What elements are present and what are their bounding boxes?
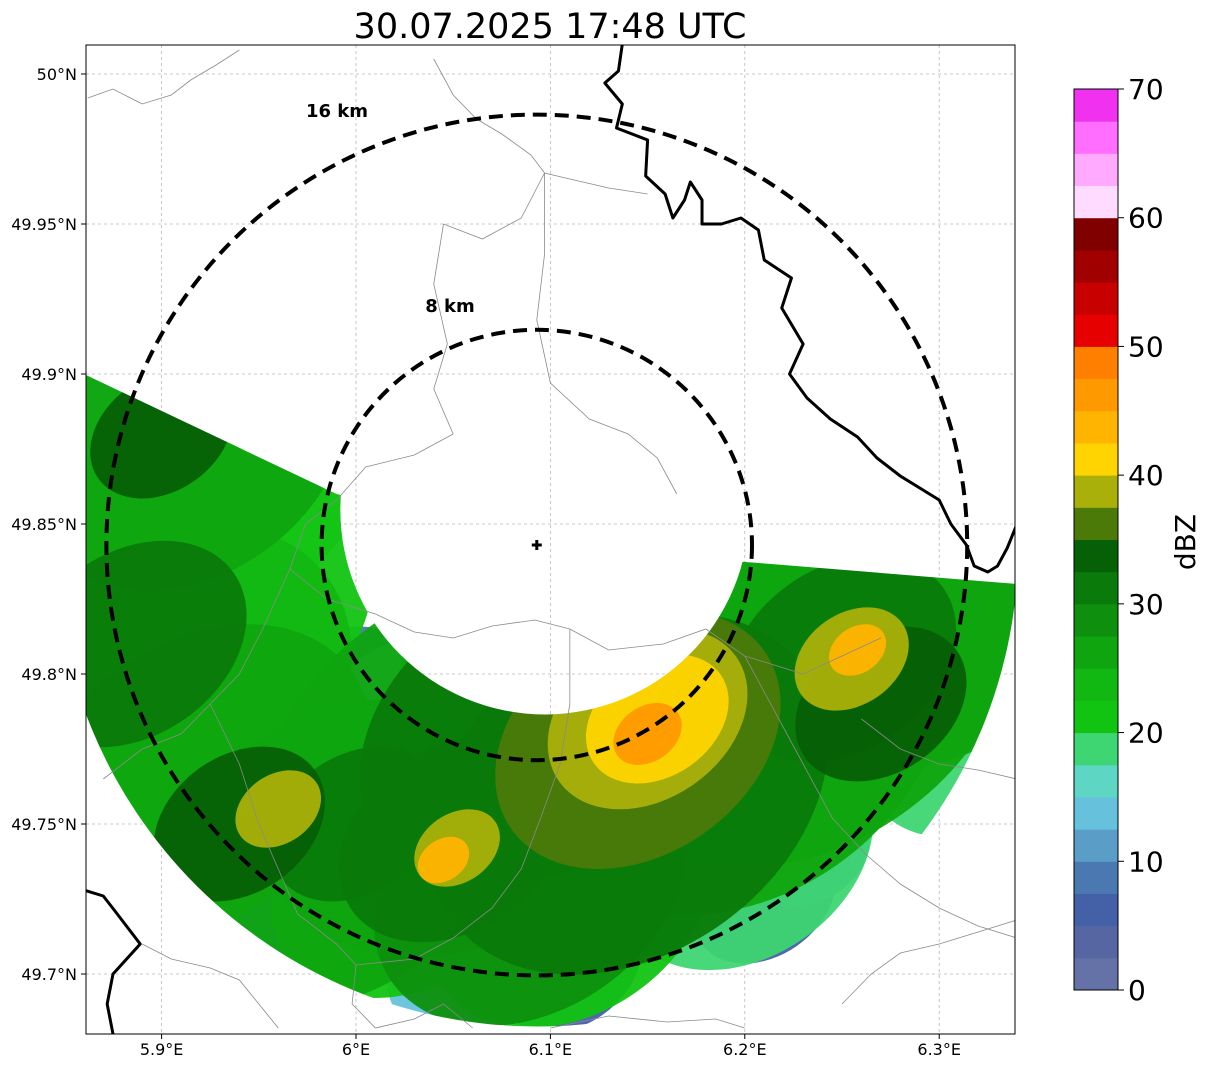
range-rings [104, 112, 970, 978]
x-tick-label: 6.2°E [723, 1040, 767, 1059]
colorbar-tick-label: 20 [1128, 717, 1164, 750]
colorbar-swatch [1074, 442, 1118, 476]
colorbar-tick-label: 30 [1128, 588, 1164, 621]
colorbar-swatch [1074, 700, 1118, 734]
colorbar-swatch [1074, 571, 1118, 605]
colorbar-swatch [1074, 507, 1118, 540]
colorbar-tick-label: 50 [1128, 330, 1164, 363]
colorbar-label: dBZ [1169, 514, 1202, 570]
radar-site-marker [531, 540, 542, 550]
x-axis-ticks: 5.9°E 6°E 6.1°E 6.2°E 6.3°E [140, 1034, 961, 1059]
x-tick-label: 6.1°E [529, 1040, 573, 1059]
admin-boundary [861, 718, 1015, 779]
admin-boundary [433, 58, 648, 195]
ring-label-8km: 8 km [425, 296, 475, 317]
country-border-east [603, 45, 1015, 574]
colorbar-tick-label: 40 [1128, 459, 1164, 492]
colorbar-frame [1073, 88, 1119, 991]
admin-boundary [841, 920, 1015, 1005]
colorbar-tick-label: 60 [1128, 202, 1164, 235]
range-ring-labels: 16 km 8 km [306, 101, 475, 317]
admin-boundary [355, 629, 571, 966]
y-tick-label: 49.75°N [11, 815, 77, 834]
local-boundaries [87, 49, 1015, 1029]
y-tick-label: 49.8°N [21, 665, 77, 684]
reflectivity-cell [839, 373, 1015, 555]
colorbar-swatch [1074, 378, 1118, 412]
admin-boundary [744, 655, 1015, 938]
ring-label-16km: 16 km [306, 101, 368, 122]
y-tick-label: 49.95°N [11, 215, 77, 234]
admin-boundary [87, 49, 240, 105]
colorbar-swatch [1074, 217, 1118, 251]
x-tick-label: 5.9°E [140, 1040, 184, 1059]
colorbar-tick-label: 0 [1128, 974, 1146, 1007]
admin-boundary [289, 433, 454, 570]
reflectivity-cell [235, 770, 322, 848]
colorbar-swatch [1074, 121, 1118, 154]
admin-boundary [289, 568, 570, 639]
colorbar-swatch [1074, 346, 1118, 380]
colorbar-swatch [1074, 539, 1118, 573]
reflectivity-cell [417, 836, 470, 884]
colorbar: 0 10 20 30 40 50 60 70 [1073, 73, 1164, 1007]
colorbar-swatch [1074, 603, 1118, 637]
map-title: 30.07.2025 17:48 UTC [354, 7, 747, 47]
reflectivity-cell [90, 369, 233, 499]
y-tick-label: 49.7°N [21, 965, 77, 984]
colorbar-swatch [1074, 861, 1118, 894]
colorbar-swatch [1074, 249, 1118, 283]
admin-boundary [433, 172, 545, 435]
colorbar-swatch [1074, 796, 1118, 830]
x-tick-label: 6°E [342, 1040, 370, 1059]
range-ring-16km [104, 112, 970, 978]
colorbar-tick-label: 10 [1128, 845, 1164, 878]
colorbar-swatch [1074, 153, 1118, 187]
colorbar-swatch [1074, 282, 1118, 315]
reflectivity-cell [829, 624, 887, 676]
colorbar-swatch [1074, 636, 1118, 669]
colorbar-tick-label: 70 [1128, 73, 1164, 106]
colorbar-swatch [1074, 829, 1118, 862]
admin-boundary [569, 628, 882, 675]
colorbar-swatch [1074, 475, 1118, 508]
admin-boundary [351, 964, 473, 1029]
y-tick-label: 49.85°N [11, 515, 77, 534]
colorbar-swatch [1074, 410, 1118, 444]
admin-boundary [550, 1015, 745, 1029]
colorbar-swatch [1074, 925, 1118, 959]
y-tick-label: 49.9°N [21, 365, 77, 384]
country-borders [86, 45, 1015, 1034]
colorbar-swatch [1074, 732, 1118, 766]
colorbar-swatch [1074, 314, 1118, 347]
y-axis-ticks: 49.7°N 49.75°N 49.8°N 49.85°N 49.9°N 49.95°N 5… [11, 65, 86, 984]
colorbar-swatch [1074, 893, 1118, 927]
colorbar-swatch [1074, 957, 1118, 991]
range-ring-8km [319, 327, 754, 763]
colorbar-swatch [1074, 185, 1118, 219]
colorbar-swatch [1074, 89, 1118, 122]
y-tick-label: 50°N [37, 65, 77, 84]
colorbar-swatch [1074, 764, 1118, 798]
x-tick-label: 6.3°E [917, 1040, 961, 1059]
country-border-southwest [86, 889, 142, 1034]
admin-boundary [536, 173, 678, 495]
admin-boundary [209, 703, 357, 966]
colorbar-swatch [1074, 668, 1118, 701]
reflectivity-cell [86, 540, 247, 748]
admin-boundary [141, 943, 279, 1029]
